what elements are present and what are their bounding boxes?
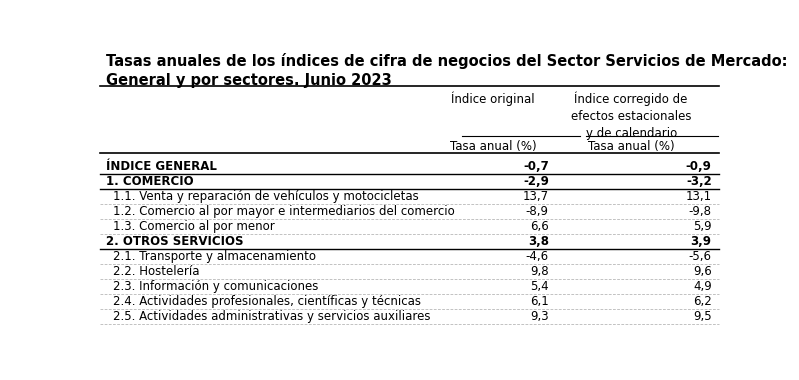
Text: 1.1. Venta y reparación de vehículos y motocicletas: 1.1. Venta y reparación de vehículos y m…: [113, 190, 419, 203]
Text: 9,8: 9,8: [531, 265, 549, 278]
Text: 6,6: 6,6: [530, 220, 549, 233]
Text: 2.2. Hostelería: 2.2. Hostelería: [113, 265, 200, 278]
Text: Índice original: Índice original: [451, 92, 535, 106]
Text: Índice corregido de
efectos estacionales
y de calendario: Índice corregido de efectos estacionales…: [571, 92, 691, 140]
Text: 4,9: 4,9: [693, 280, 712, 293]
Text: -9,8: -9,8: [689, 205, 712, 218]
Text: Tasas anuales de los índices de cifra de negocios del Sector Servicios de Mercad: Tasas anuales de los índices de cifra de…: [106, 53, 788, 89]
Text: 2.3. Información y comunicaciones: 2.3. Información y comunicaciones: [113, 280, 319, 293]
Text: Tasa anual (%): Tasa anual (%): [588, 139, 674, 152]
Text: 3,9: 3,9: [690, 235, 712, 248]
Text: 5,9: 5,9: [693, 220, 712, 233]
Text: Tasa anual (%): Tasa anual (%): [450, 139, 536, 152]
Text: 9,6: 9,6: [693, 265, 712, 278]
Text: 6,2: 6,2: [693, 295, 712, 308]
Text: 1.2. Comercio al por mayor e intermediarios del comercio: 1.2. Comercio al por mayor e intermediar…: [113, 205, 455, 218]
Text: -3,2: -3,2: [686, 175, 712, 188]
Text: 9,5: 9,5: [693, 310, 712, 323]
Text: 2.5. Actividades administrativas y servicios auxiliares: 2.5. Actividades administrativas y servi…: [113, 310, 431, 323]
Text: 3,8: 3,8: [528, 235, 549, 248]
Text: ÍNDICE GENERAL: ÍNDICE GENERAL: [106, 160, 217, 173]
Text: 9,3: 9,3: [531, 310, 549, 323]
Text: 2. OTROS SERVICIOS: 2. OTROS SERVICIOS: [106, 235, 244, 248]
Text: 1. COMERCIO: 1. COMERCIO: [106, 175, 193, 188]
Text: 1.3. Comercio al por menor: 1.3. Comercio al por menor: [113, 220, 275, 233]
Text: -0,9: -0,9: [686, 160, 712, 173]
Text: -8,9: -8,9: [526, 205, 549, 218]
Text: -5,6: -5,6: [689, 250, 712, 263]
Text: 13,1: 13,1: [686, 190, 712, 203]
Text: 6,1: 6,1: [530, 295, 549, 308]
Text: -4,6: -4,6: [526, 250, 549, 263]
Text: 5,4: 5,4: [531, 280, 549, 293]
Text: -2,9: -2,9: [523, 175, 549, 188]
Text: 2.4. Actividades profesionales, científicas y técnicas: 2.4. Actividades profesionales, científi…: [113, 295, 422, 308]
Text: 13,7: 13,7: [523, 190, 549, 203]
Text: 2.1. Transporte y almacenamiento: 2.1. Transporte y almacenamiento: [113, 250, 316, 263]
Text: -0,7: -0,7: [523, 160, 549, 173]
